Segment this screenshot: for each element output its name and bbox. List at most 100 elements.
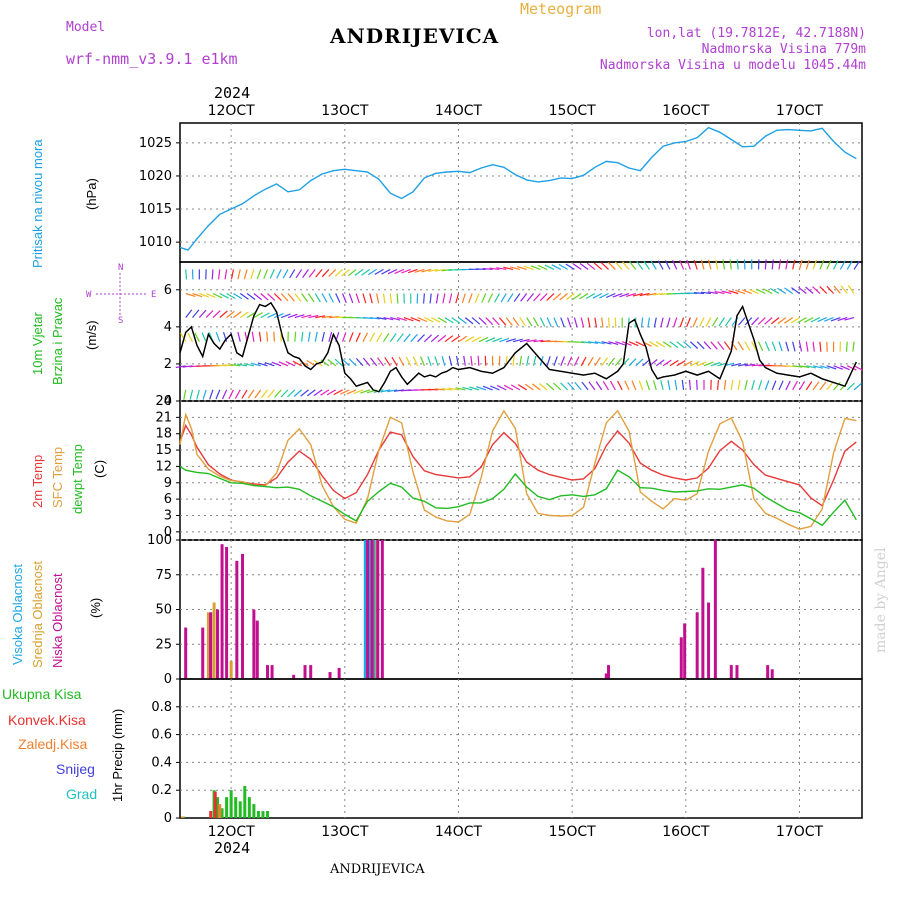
wind-arrow: [390, 317, 401, 321]
wind-arrow: [819, 381, 827, 391]
wind-arrow: [499, 337, 510, 343]
wind-arrow: [435, 293, 439, 304]
wind-arrow: [551, 264, 562, 270]
cloud-bar: [292, 674, 296, 679]
wind-arrow: [417, 317, 428, 323]
wind-arrow: [852, 341, 855, 352]
wind-arrow: [215, 332, 221, 342]
wind-arrow: [615, 341, 625, 346]
wind-arrow: [274, 313, 284, 319]
wind-arrow: [505, 317, 513, 326]
wind-arrow: [216, 364, 227, 367]
wind-arrow: [205, 292, 216, 299]
cloud-bar: [337, 667, 341, 679]
wind-arrow: [660, 380, 664, 391]
wind-arrow: [274, 389, 282, 398]
wind-ytick-label: 0: [164, 394, 172, 409]
wind-arrow: [751, 380, 755, 391]
wind-arrow: [785, 341, 790, 352]
wind-arrow: [812, 381, 820, 391]
wind-arrow: [594, 317, 598, 328]
model-altitude-text: Nadmorska Visina u modelu 1045.44m: [599, 58, 866, 73]
wind-arrow: [234, 389, 241, 399]
wind-arrow: [607, 317, 610, 328]
wind-arrow: [553, 317, 559, 328]
meteogram-label: Meteogram: [520, 0, 602, 18]
wind-arrow: [632, 292, 643, 297]
wind-arrow: [744, 363, 755, 367]
wind-arrow: [448, 293, 453, 304]
wind-arrow: [205, 310, 214, 319]
cloud-bar: [766, 665, 770, 679]
wind-arrow: [572, 293, 582, 300]
wind-arrow: [280, 293, 289, 302]
wind-arrow: [790, 317, 800, 324]
precip-bar: [243, 786, 247, 818]
wind-arrow: [805, 259, 810, 270]
wind-arrow: [287, 293, 295, 302]
wind-arrow: [679, 259, 685, 270]
wind-arrow: [717, 341, 725, 350]
wind-arrow: [533, 293, 541, 302]
wind-arrow: [407, 268, 418, 274]
wind-arrow: [308, 269, 316, 278]
wind-arrow: [792, 365, 803, 368]
wind-arrow: [233, 292, 243, 300]
wind-arrow: [219, 310, 228, 319]
wind-arrow: [247, 389, 255, 399]
wind-arrow: [605, 292, 616, 299]
wind-arrow: [580, 356, 587, 367]
wind-arrow: [223, 364, 234, 367]
wind-arrow: [222, 332, 228, 342]
wind-arrow: [532, 317, 539, 327]
wind-arrow: [844, 317, 855, 321]
wind-arrow: [302, 269, 309, 278]
wind-arrow: [307, 331, 311, 342]
wind-arrow: [380, 389, 391, 393]
wind-arrow: [308, 314, 319, 319]
wind-arrow: [405, 356, 412, 367]
wind-arrow: [294, 293, 302, 302]
wind-arrow: [401, 268, 411, 274]
wind-arrow: [382, 293, 386, 304]
wind-arrow: [771, 380, 777, 391]
wind-arrow: [636, 260, 644, 270]
wind-arrow: [321, 293, 328, 303]
wind-arrow: [381, 268, 391, 275]
wind-arrow: [524, 383, 534, 391]
wind-arrow: [516, 266, 527, 270]
wind-arrow: [362, 357, 371, 367]
wind-arrow: [360, 389, 371, 394]
wind-arrow: [833, 365, 844, 370]
precip-ytick-label: 0: [164, 811, 172, 826]
wind-arrow: [361, 268, 371, 276]
wind-arrow: [444, 335, 454, 343]
wind-arrow: [639, 292, 650, 297]
wind-arrow: [280, 389, 289, 398]
wind-arrow: [212, 310, 221, 319]
wind-arrow: [254, 389, 262, 399]
wind-arrow: [771, 259, 774, 270]
wind-arrow: [369, 332, 376, 342]
wind-arrow: [544, 264, 555, 270]
cloud-bar: [241, 553, 245, 679]
wind-arrow: [609, 380, 616, 391]
wind-arrow: [396, 293, 399, 304]
wind-arrow: [621, 341, 632, 346]
x-tick-label-top: 13OCT: [321, 103, 369, 119]
x-tick-label-bottom: 16OCT: [662, 824, 710, 840]
wind-arrow: [250, 269, 255, 280]
wind-arrow: [341, 332, 347, 342]
wind-arrow: [687, 292, 698, 295]
wind-arrow: [567, 382, 575, 391]
wind-arrow: [257, 362, 268, 367]
wind-arrow: [553, 382, 562, 391]
wind-arrow: [560, 356, 566, 367]
wind-arrow: [696, 361, 707, 367]
wind-arrow: [202, 389, 207, 400]
wind-arrow: [198, 309, 207, 319]
wind-arrow: [819, 341, 822, 352]
wind-arrow: [273, 293, 282, 302]
wind-arrow: [579, 293, 589, 300]
wind-arrow: [749, 289, 759, 295]
